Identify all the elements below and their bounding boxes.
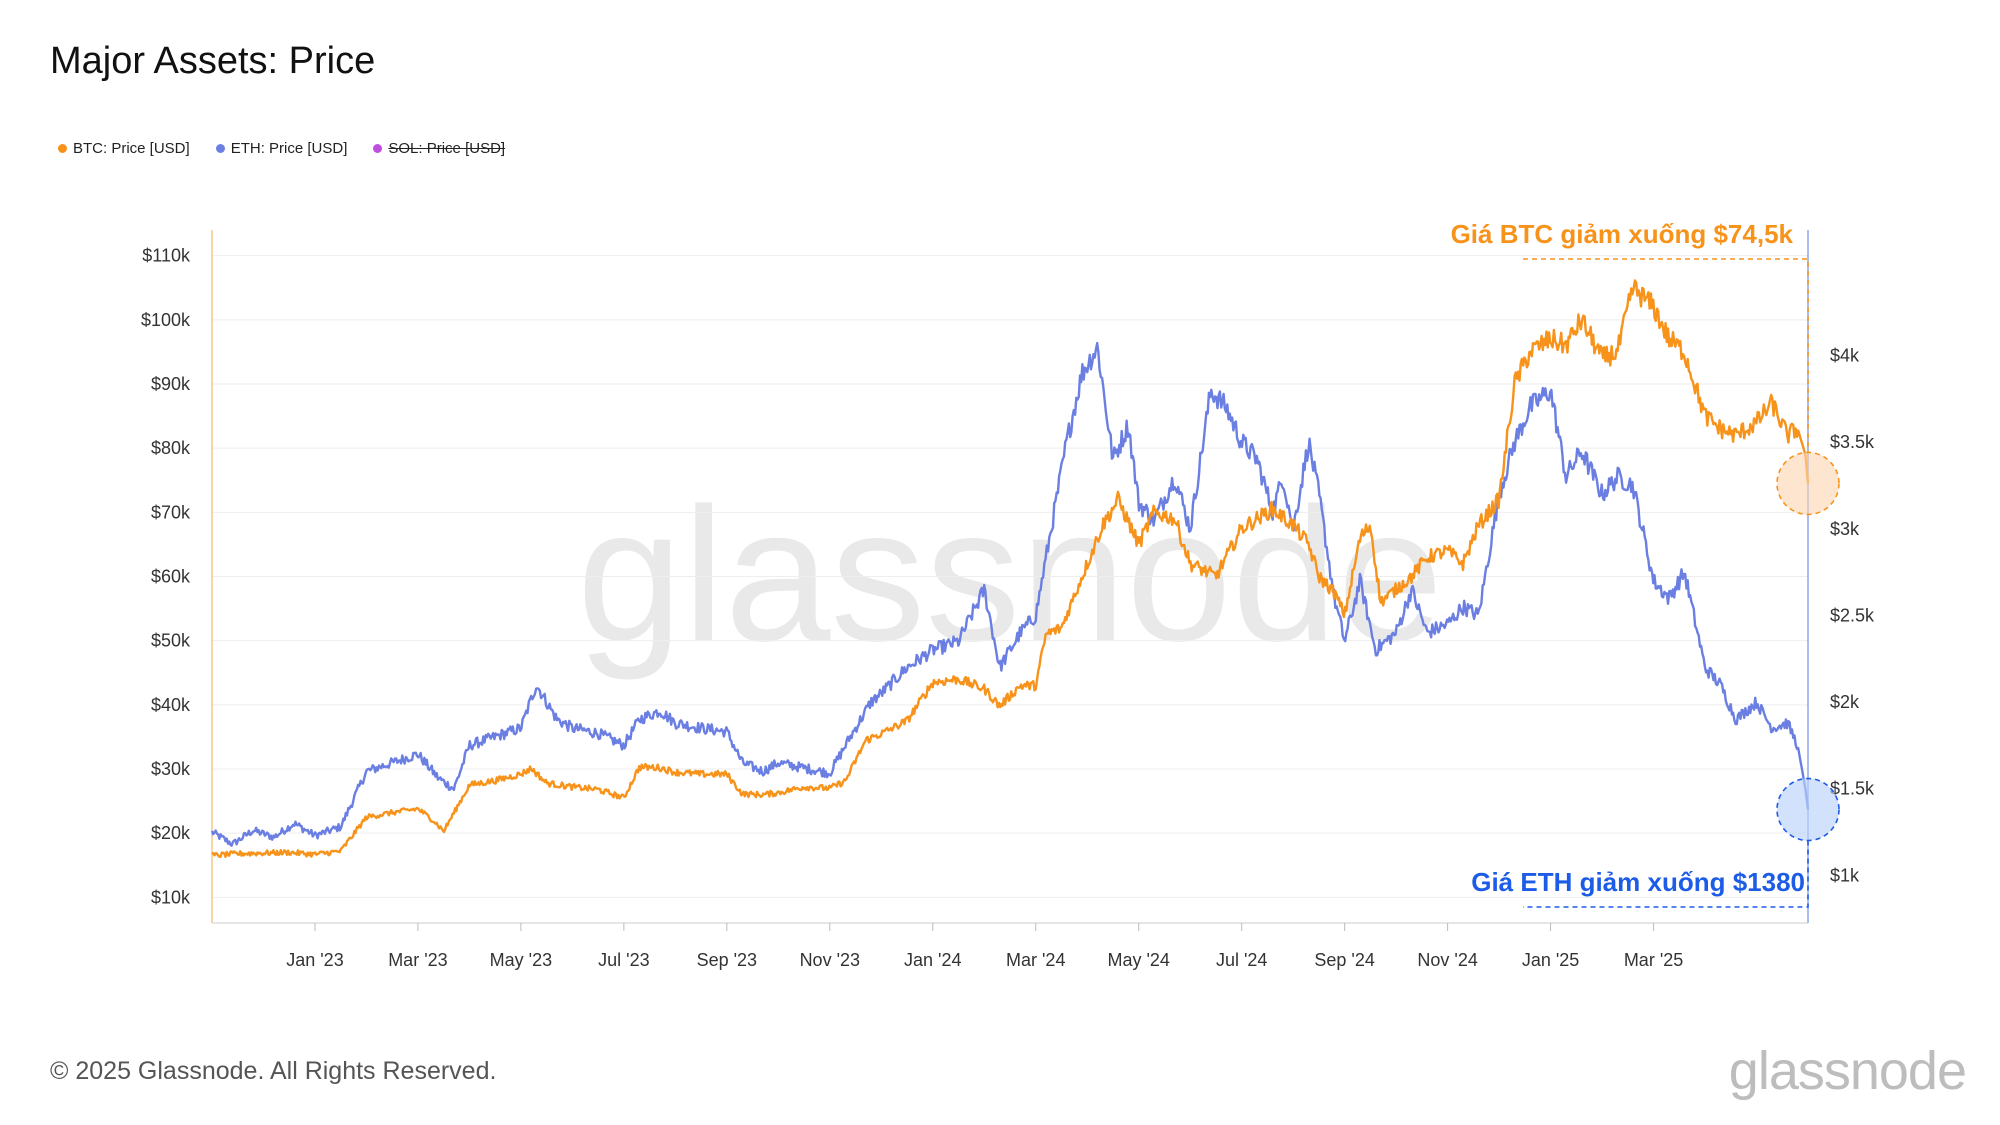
legend-dot-btc xyxy=(58,144,67,153)
y-right-tick-label: $1k xyxy=(1830,865,1860,885)
y-left-tick-label: $50k xyxy=(151,631,191,651)
chart-legend: BTC: Price [USD] ETH: Price [USD] SOL: P… xyxy=(58,140,505,157)
btc-annotation-leader xyxy=(1523,258,1809,453)
legend-item-btc[interactable]: BTC: Price [USD] xyxy=(58,140,190,157)
y-right-tick-label: $3k xyxy=(1830,519,1860,539)
eth-annotation-leader xyxy=(1523,840,1809,908)
y-left-tick-label: $90k xyxy=(151,374,191,394)
series-line-eth xyxy=(210,341,1810,847)
y-left-tick-label: $20k xyxy=(151,823,191,843)
x-tick-label: Sep '24 xyxy=(1314,950,1375,970)
y-right-tick-label: $2.5k xyxy=(1830,605,1875,625)
x-tick-label: Mar '24 xyxy=(1006,950,1065,970)
x-tick-label: May '24 xyxy=(1107,950,1169,970)
y-left-tick-label: $30k xyxy=(151,759,191,779)
x-tick-label: Mar '23 xyxy=(388,950,447,970)
series-layer xyxy=(210,279,1810,859)
x-tick-label: Jul '23 xyxy=(598,950,649,970)
legend-label-eth: ETH: Price [USD] xyxy=(230,140,348,157)
y-left-tick-label: $80k xyxy=(151,438,191,458)
x-tick-label: Nov '23 xyxy=(800,950,860,970)
x-tick-label: Jul '24 xyxy=(1216,950,1267,970)
eth-annotation-label: Giá ETH giảm xuống $1380 xyxy=(1471,867,1805,897)
legend-dot-eth xyxy=(215,144,225,153)
y-left-tick-label: $100k xyxy=(141,310,191,330)
legend-item-sol[interactable]: SOL: Price [USD] xyxy=(373,140,505,157)
x-tick-label: Jan '24 xyxy=(904,950,961,970)
y-left-tick-label: $10k xyxy=(151,887,191,907)
grid-lines xyxy=(212,255,1808,898)
btc-drop-highlight xyxy=(1776,451,1840,516)
brand-logo: glassnode xyxy=(1728,1041,1967,1101)
x-tick-label: Jan '25 xyxy=(1522,950,1579,970)
x-tick-label: Nov '24 xyxy=(1417,950,1477,970)
x-tick-label: Sep '23 xyxy=(697,950,758,970)
series-line-btc xyxy=(211,279,1810,859)
legend-item-eth[interactable]: ETH: Price [USD] xyxy=(215,140,348,157)
eth-drop-highlight xyxy=(1776,777,1840,842)
x-tick-label: Jan '23 xyxy=(286,950,343,970)
y-left-tick-label: $40k xyxy=(151,695,191,715)
annotation-layer: Giá BTC giảm xuống $74,5k Giá ETH giảm xu… xyxy=(1451,219,1840,908)
legend-label-sol: SOL: Price [USD] xyxy=(388,140,506,157)
y-right-tick-label: $2k xyxy=(1830,692,1860,712)
y-right-tick-label: $3.5k xyxy=(1830,432,1875,452)
legend-label-btc: BTC: Price [USD] xyxy=(73,140,190,157)
page-title: Major Assets: Price xyxy=(50,40,376,82)
y-right-tick-label: $1.5k xyxy=(1830,779,1875,799)
x-tick-label: Mar '25 xyxy=(1624,950,1683,970)
y-left-tick-label: $70k xyxy=(151,502,191,522)
y-right-tick-label: $4k xyxy=(1830,346,1860,366)
chart-axes: $10k $20k $30k $40k $50k $60k $70k $80k $90k $100… xyxy=(141,230,1875,970)
btc-annotation-label: Giá BTC giảm xuống $74,5k xyxy=(1451,219,1794,249)
copyright-footer: © 2025 Glassnode. All Rights Reserved. xyxy=(50,1057,497,1085)
y-left-tick-label: $60k xyxy=(151,567,191,587)
legend-dot-sol xyxy=(373,144,383,153)
x-tick-label: May '23 xyxy=(490,950,552,970)
y-left-tick-label: $110k xyxy=(142,246,191,266)
